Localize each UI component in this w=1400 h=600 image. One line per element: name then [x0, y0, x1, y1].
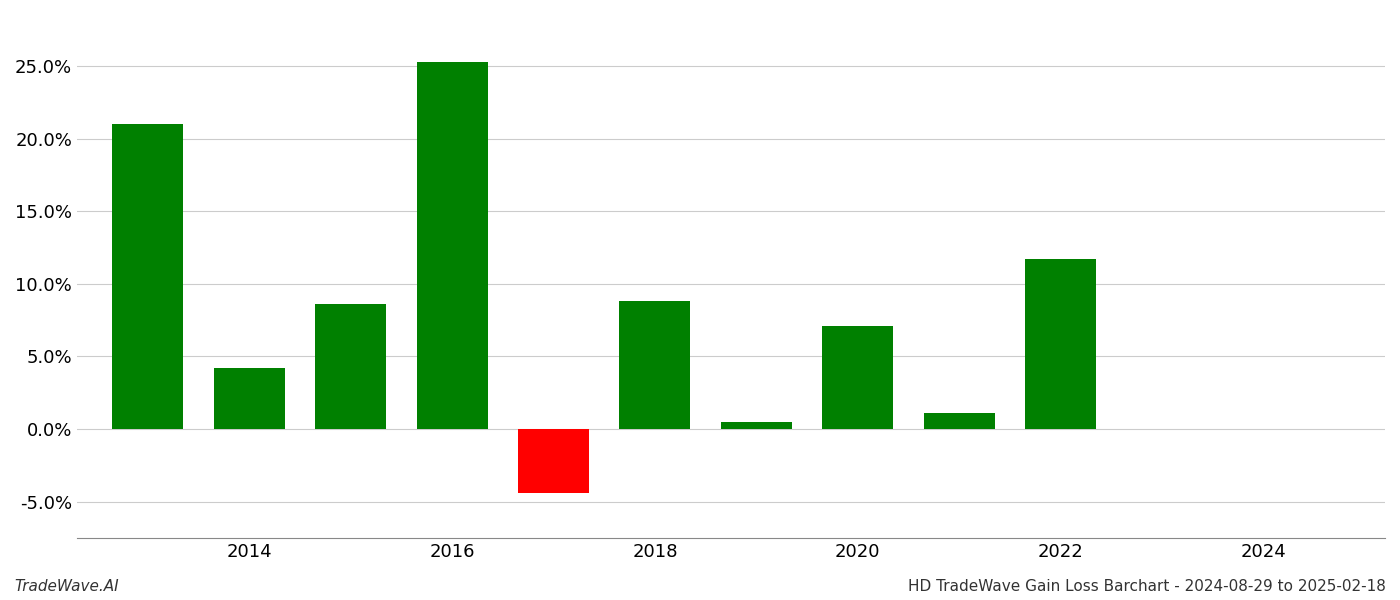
Bar — [518, 429, 589, 493]
Bar — [214, 368, 284, 429]
Text: TradeWave.AI: TradeWave.AI — [14, 579, 119, 594]
Bar — [619, 301, 690, 429]
Bar — [1025, 259, 1096, 429]
Bar — [417, 62, 487, 429]
Bar — [112, 124, 183, 429]
Bar — [315, 304, 386, 429]
Bar — [924, 413, 994, 429]
Bar — [721, 422, 792, 429]
Text: HD TradeWave Gain Loss Barchart - 2024-08-29 to 2025-02-18: HD TradeWave Gain Loss Barchart - 2024-0… — [909, 579, 1386, 594]
Bar — [822, 326, 893, 429]
